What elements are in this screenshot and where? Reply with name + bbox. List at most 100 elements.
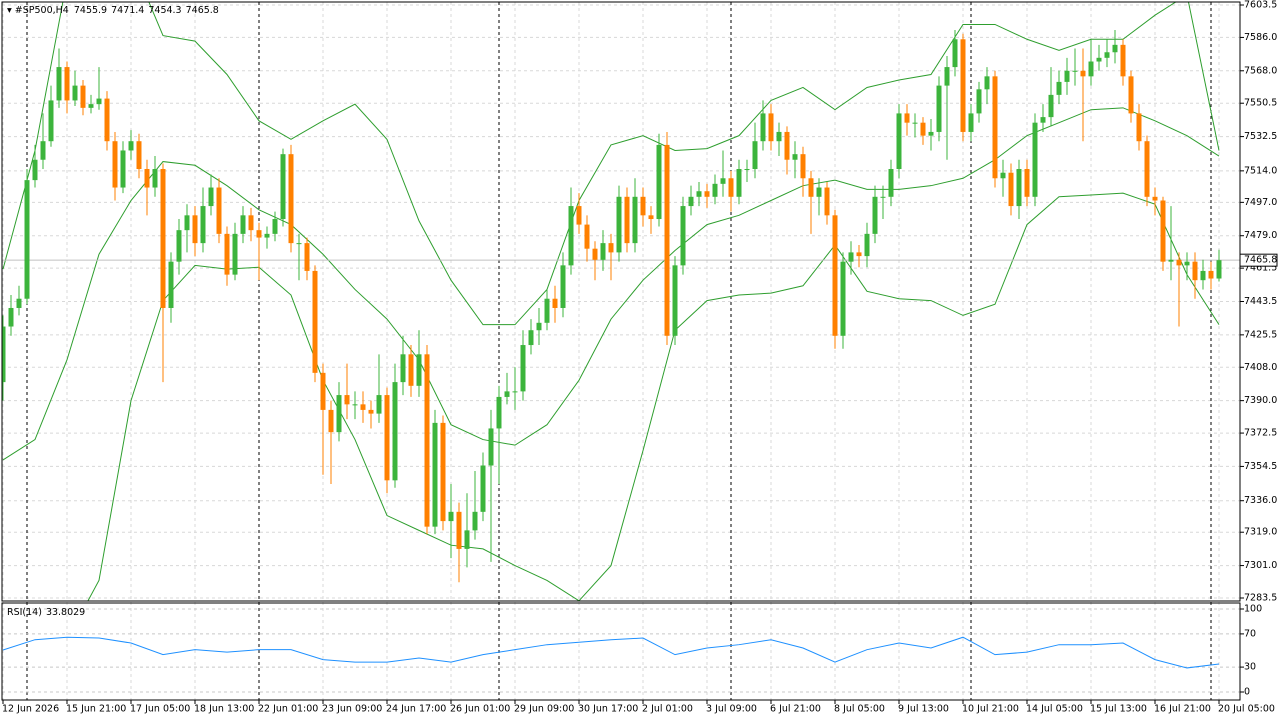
x-tick-label: 24 Jun 17:00 [386,704,446,715]
candle-body [704,191,710,197]
header-low: 7454.3 [148,5,181,16]
candle-body [1168,259,1174,262]
y-tick-label: 7603.5 [1244,0,1277,11]
y-tick-label: 7461.5 [1244,263,1277,274]
candle-body [96,98,102,105]
candle-body [920,122,926,136]
candle-body [8,307,14,327]
candle-body [544,298,550,323]
candle-body [928,131,934,136]
candle-body [784,131,790,160]
candle-body [896,113,902,170]
candle-body [568,206,574,266]
candle-body [296,243,302,245]
candle-body [1016,169,1022,207]
candle-body [472,511,478,531]
candle-body [432,422,438,527]
candle-body [464,530,470,549]
candle-body [824,187,830,216]
candle-body [1096,57,1102,62]
candle-body [312,270,318,373]
candle-body [640,196,646,216]
candle-body [1072,70,1078,72]
candle-body [952,39,958,68]
y-tick-label: 7550.5 [1244,98,1277,109]
candles [2,30,1240,583]
candle-body [24,180,30,299]
candle-body [616,196,622,253]
candle-body [376,395,382,414]
candle-body [288,154,294,244]
candle-body [1144,141,1150,197]
rsi-last: 33.8029 [46,607,85,618]
candle-body [792,154,798,160]
x-tick-label: 20 Jul 05:00 [1218,704,1275,715]
candle-body [752,141,758,170]
header-close: 7465.8 [186,5,219,16]
candle-body [32,159,38,181]
bollinger-bands [2,2,1220,601]
candle-body [120,150,126,188]
candle-body [1128,76,1134,114]
candle-body [1160,200,1166,262]
candle-body [336,395,342,433]
candle-body [1136,113,1142,142]
candle-body [1104,52,1110,58]
candle-body [200,206,206,244]
candle-body [520,345,526,392]
x-tick-label: 6 Jul 21:00 [770,704,821,715]
candle-body [816,187,822,197]
candle-body [160,169,166,308]
candle-body [392,382,398,481]
candle-body [256,230,262,238]
band-lower [87,192,1220,601]
rsi-tick-label: 100 [1244,604,1262,615]
candle-body [352,404,358,406]
candle-body [880,196,886,198]
candle-body [128,141,134,151]
candle-body [328,409,334,433]
chart-header: ▾ #SP500,H4 7455.9 7471.4 7454.3 7465.8 [7,5,219,16]
candle-body [960,39,966,132]
candle-body [1216,260,1222,279]
price-label: 7465.8 [1244,255,1277,266]
candle-body [840,261,846,336]
candle-body [576,206,582,225]
candle-body [1152,196,1158,201]
candle-body [112,141,118,188]
candle-body [888,169,894,197]
rsi-pane [2,608,1240,693]
x-tick-label: 9 Jul 13:00 [898,704,949,715]
candle-body [904,113,910,123]
y-tick-label: 7390.0 [1244,395,1277,406]
y-tick-label: 7408.0 [1244,362,1277,373]
y-tick-label: 7283.5 [1244,593,1277,604]
candle-body [216,187,222,234]
candle-body [1024,169,1030,197]
candle-body [208,187,214,207]
band-upper [2,2,1220,326]
candle-body [648,215,654,220]
candle-body [64,67,70,101]
candle-body [1056,81,1062,95]
rsi-pane-border [1,602,1241,701]
candle-body [264,233,270,238]
y-tick-label: 7586.0 [1244,32,1277,43]
candle-body [504,391,510,397]
x-tick-label: 16 Jul 21:00 [1154,704,1211,715]
y-tick-label: 7372.5 [1244,428,1277,439]
header-high: 7471.4 [111,5,144,16]
candle-body [1176,259,1182,266]
candle-body [1000,172,1006,179]
candle-body [48,100,54,142]
candle-body [848,252,854,262]
candle-body [728,178,734,197]
candle-body [368,409,374,414]
candle-body [152,169,158,188]
candle-body [912,122,918,124]
x-tick-label: 15 Jun 21:00 [66,704,126,715]
candle-body [448,511,454,522]
x-tick-label: 29 Jun 09:00 [514,704,574,715]
